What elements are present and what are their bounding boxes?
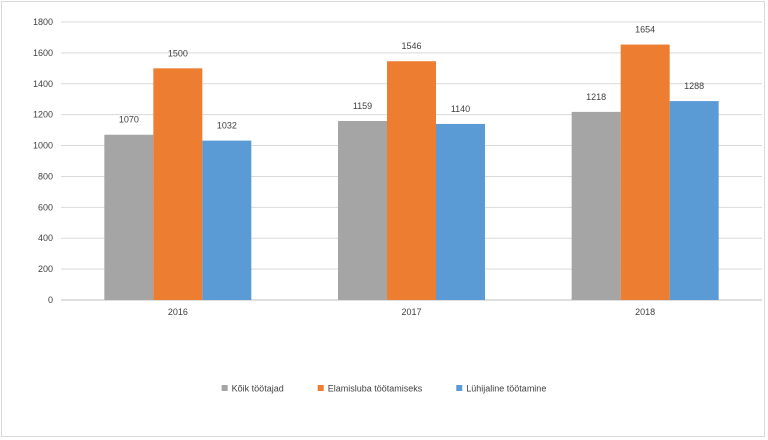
data-label: 1218 <box>586 92 606 102</box>
bar <box>571 111 621 301</box>
x-tick-label: 2016 <box>168 307 188 317</box>
x-axis-ticks: 2016 2017 2018 <box>168 307 655 317</box>
data-label: 1159 <box>353 101 372 111</box>
y-tick-label: 1800 <box>33 17 53 27</box>
bar <box>387 61 436 301</box>
legend-label: Elamisluba töötamiseks <box>328 384 423 394</box>
y-tick-label: 1400 <box>33 79 53 89</box>
bar <box>436 123 485 300</box>
bar <box>104 134 154 300</box>
y-tick-label: 200 <box>38 264 53 274</box>
y-axis-ticks: 0 200 400 600 800 1000 1200 1400 1600 1800 <box>33 17 53 305</box>
bar <box>338 120 387 300</box>
data-label: 1654 <box>635 25 655 35</box>
legend-swatch <box>456 385 463 391</box>
x-tick-label: 2017 <box>401 307 421 317</box>
x-tick-label: 2018 <box>635 307 655 317</box>
y-tick-label: 1000 <box>33 141 53 151</box>
legend-label: Lühijaline töötamine <box>466 384 546 394</box>
legend-item: Kõik töötajad <box>221 384 284 394</box>
bars <box>104 44 719 301</box>
data-label: 1500 <box>168 48 188 58</box>
data-label: 1288 <box>684 81 704 91</box>
bar <box>202 140 252 300</box>
y-tick-label: 1600 <box>33 48 53 58</box>
bar <box>153 68 203 300</box>
data-label: 1070 <box>119 115 139 125</box>
legend-label: Kõik töötajad <box>232 384 284 394</box>
legend-swatch <box>221 385 228 391</box>
bar <box>620 44 670 300</box>
legend-item: Lühijaline töötamine <box>456 384 546 394</box>
data-label: 1032 <box>217 121 237 131</box>
data-label: 1140 <box>451 104 470 114</box>
y-tick-label: 800 <box>38 171 53 181</box>
y-tick-label: 0 <box>48 295 53 305</box>
y-tick-label: 400 <box>38 233 53 243</box>
legend: Kõik töötajad Elamisluba töötamiseks Lühij… <box>221 384 546 394</box>
y-tick-label: 1200 <box>33 110 53 120</box>
y-tick-label: 600 <box>38 202 53 212</box>
bar <box>669 101 719 300</box>
legend-swatch <box>317 385 324 391</box>
legend-item: Elamisluba töötamiseks <box>317 384 423 394</box>
data-label: 1546 <box>401 41 421 51</box>
data-labels: 1070 1500 1032 1159 1546 1140 1218 1654 1288 <box>119 25 704 131</box>
